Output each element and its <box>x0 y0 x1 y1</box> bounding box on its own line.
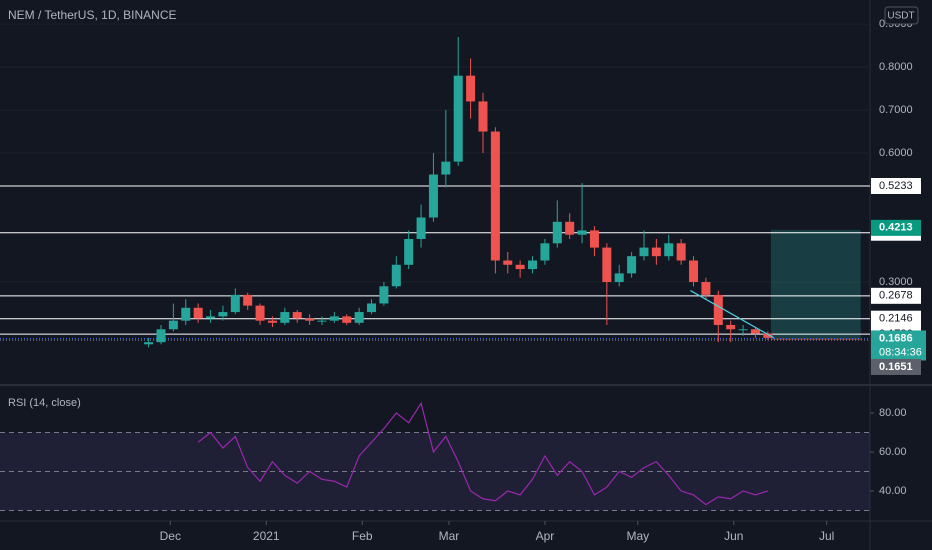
candle-body <box>478 101 488 132</box>
price-line-tag <box>871 177 921 194</box>
candle-body <box>416 217 426 239</box>
x-tick-label: 2021 <box>253 529 280 543</box>
candle-body <box>168 320 178 330</box>
candle-body <box>651 247 661 257</box>
x-tick-label: Mar <box>439 529 460 543</box>
x-tick-label: Jun <box>724 529 743 543</box>
y-tick-label: 0.6000 <box>879 147 913 159</box>
candle-body <box>255 305 265 321</box>
rsi-tick-label: 60.00 <box>879 446 907 458</box>
trendline <box>690 290 775 339</box>
price-line-label: 0.2678 <box>879 290 913 302</box>
candle-body <box>230 294 240 313</box>
candle-body <box>367 303 377 313</box>
stop-label: 0.1651 <box>879 361 913 373</box>
rsi-pane <box>0 401 870 511</box>
candle-body <box>614 273 624 282</box>
candle-body <box>466 75 476 102</box>
position-target-zone <box>770 229 861 339</box>
candle-body <box>726 324 736 330</box>
candle-body <box>589 230 599 248</box>
candle-body <box>528 260 538 270</box>
rsi-title: RSI (14, close) <box>8 397 81 409</box>
last-price-tag <box>871 330 926 361</box>
overlay: 0.90000.80000.70000.60000.3000Dec2021Feb… <box>160 18 926 543</box>
currency-box[interactable] <box>884 6 919 25</box>
price-line-tag <box>871 310 921 327</box>
candle-body <box>701 281 711 295</box>
candle-body <box>441 161 451 175</box>
candle-body <box>280 312 290 323</box>
last-price-label: 0.1686 <box>879 332 913 344</box>
candle-body <box>763 333 773 338</box>
x-tick-label: Feb <box>352 529 373 543</box>
candle-body <box>329 316 339 321</box>
candle-body <box>627 256 637 274</box>
candle-body <box>453 75 463 162</box>
candle-body <box>354 312 364 323</box>
candle-body <box>305 318 315 321</box>
target-label: 0.4213 <box>879 222 913 234</box>
candle-body <box>676 243 686 261</box>
candle-body <box>503 260 513 265</box>
price-line-label: 0.5233 <box>879 180 913 192</box>
x-tick-label: Dec <box>160 529 181 543</box>
candle-body <box>738 329 748 331</box>
candle-body <box>218 312 228 317</box>
position-stop-zone <box>770 338 861 340</box>
chart-title: NEM / TetherUS, 1D, BINANCE <box>8 8 177 22</box>
y-tick-label: 0.8000 <box>879 61 913 73</box>
currency[interactable]: USDT <box>887 11 914 22</box>
main-pane <box>0 23 870 348</box>
candle-body <box>193 307 203 319</box>
candle-body <box>577 230 587 235</box>
candle-body <box>552 221 562 244</box>
rsi-tick-label: 80.00 <box>879 407 907 419</box>
candle-body <box>267 320 277 323</box>
countdown: 08:34:36 <box>879 346 922 358</box>
price-line-label: 0.2146 <box>879 313 913 325</box>
candle-body <box>428 174 438 218</box>
candle-body <box>391 264 401 287</box>
x-tick-label: Jul <box>819 529 834 543</box>
candle-body <box>404 238 414 265</box>
candle-body <box>602 247 612 282</box>
x-tick-label: May <box>626 529 649 543</box>
candle-body <box>156 329 166 343</box>
candle-body <box>689 260 699 282</box>
candle-body <box>639 247 649 257</box>
candle-body <box>540 243 550 261</box>
candle-body <box>515 264 525 270</box>
rsi-line <box>197 401 769 506</box>
target-label-tag <box>871 219 921 236</box>
candle-body <box>750 329 760 334</box>
candle-body <box>713 294 723 325</box>
rsi-tick-label: 40.00 <box>879 485 907 497</box>
candle-body <box>317 320 327 322</box>
candle-body <box>144 342 154 345</box>
y-tick-label: 0.7000 <box>879 104 913 116</box>
x-tick-label: Apr <box>536 529 555 543</box>
candle-body <box>490 131 500 261</box>
candle-body <box>206 316 216 319</box>
candle-body <box>664 243 674 257</box>
stop-label-tag <box>871 358 921 375</box>
price-line-tag <box>871 287 921 304</box>
candle-body <box>342 316 352 323</box>
candle-body <box>565 221 575 235</box>
y-tick-label: 0.3000 <box>879 276 913 288</box>
candle-body <box>243 294 253 306</box>
candle-body <box>379 286 389 304</box>
candle-body <box>181 307 191 321</box>
candle-body <box>292 312 302 319</box>
